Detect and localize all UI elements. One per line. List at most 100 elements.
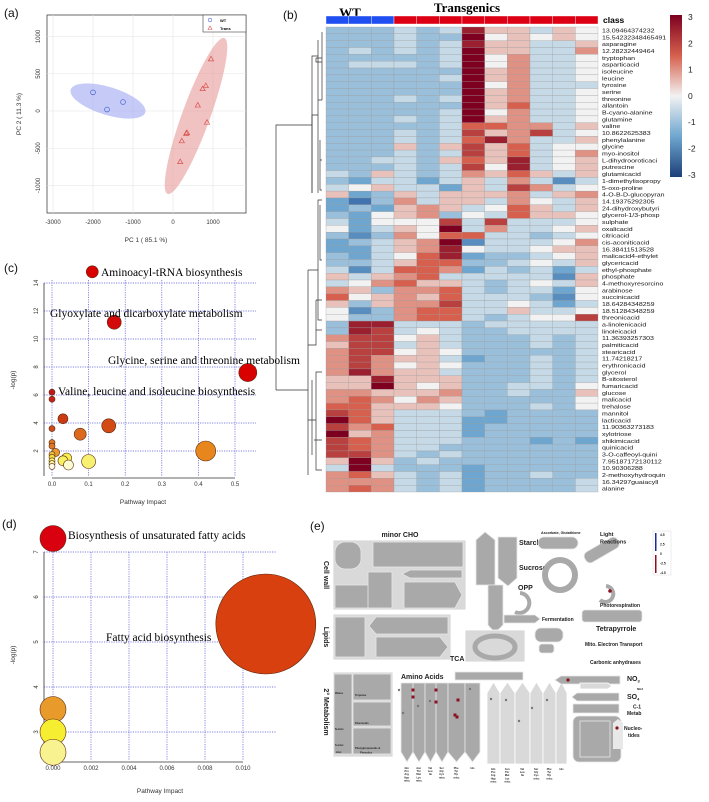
heatmap-cell xyxy=(552,129,576,137)
heatmap-cell xyxy=(393,443,417,452)
heatmap-cell xyxy=(371,54,395,62)
heatmap-cell xyxy=(461,61,485,69)
heatmap-cell xyxy=(507,437,531,445)
cell-wall-arrow xyxy=(401,569,463,579)
heatmap-cell xyxy=(575,485,599,493)
metabolite-marker xyxy=(504,698,508,702)
heatmap-cell xyxy=(416,197,440,205)
heatmap-cell xyxy=(484,95,508,103)
heatmap-cell xyxy=(461,266,485,274)
panel-d: (d) 0.000 0.002 0.004 0.006 0.008 0.01034567 … xyxy=(2,517,317,795)
x-tick-label: 0.3 xyxy=(158,482,167,488)
heatmap-cell xyxy=(484,334,508,342)
sucrose-label: Sucrose xyxy=(519,565,547,572)
amino-acid-degradation-column xyxy=(499,681,516,765)
y-tick-label: 6 xyxy=(34,393,40,397)
heatmap-row-label: xylotriose xyxy=(602,431,632,437)
nucleotides-arrow xyxy=(613,719,623,749)
heatmap-cell xyxy=(416,293,440,301)
heatmap-row-label: 3-O-caffeoyl-quini xyxy=(602,452,657,458)
x-tick-label: -3000 xyxy=(45,220,61,226)
calvin-cycle xyxy=(542,557,578,593)
heatmap-cell xyxy=(393,300,417,308)
heatmap-cell xyxy=(416,61,440,69)
heatmap-cell xyxy=(484,327,508,335)
heatmap-cell xyxy=(325,136,349,144)
heatmap-row-label: serine xyxy=(602,89,621,95)
heatmap-cell xyxy=(416,163,440,171)
heatmap-cell xyxy=(552,47,576,55)
heatmap-row-label: arabinose xyxy=(602,288,633,294)
heatmap-cell xyxy=(439,450,463,458)
heatmap-row-label: asparticacid xyxy=(602,62,640,68)
legend-box xyxy=(202,14,247,33)
heatmap-cell xyxy=(507,238,531,246)
heatmap-row-label: citricacid xyxy=(602,233,630,239)
heatmap-row-label: 12.28232449464 xyxy=(602,48,655,54)
heatmap-cell xyxy=(325,273,349,281)
heatmap-cell xyxy=(461,170,485,178)
amino-acid-columns: Gln Pro Arg Hyp misc Asn Thr Met Lys misc… xyxy=(397,681,568,783)
x-tick-label: 0 xyxy=(171,220,175,226)
heatmap-cell xyxy=(393,457,417,465)
heatmap-cell xyxy=(416,204,440,212)
amino-acid-column-label: Gln Pro Arg Hyp misc xyxy=(491,767,497,783)
y-tick-label: -1000 xyxy=(36,177,42,193)
heatmap-cell xyxy=(552,450,576,458)
label-unsaturated-fatty-acids: Biosynthesis of unsaturated fatty acids xyxy=(68,530,246,542)
heatmap-cell xyxy=(348,471,372,479)
heatmap-cell xyxy=(393,355,417,363)
heatmap-cell xyxy=(484,67,508,76)
heatmap-cell xyxy=(393,218,417,226)
light-label: Light xyxy=(600,532,614,538)
heatmap-cell xyxy=(393,74,417,82)
heatmap-cell xyxy=(507,341,531,349)
heatmap-cell xyxy=(325,396,349,404)
heatmap-cell xyxy=(461,293,485,301)
heatmap-row-label: B-sitosterol xyxy=(602,377,637,383)
heatmap-cell xyxy=(507,190,531,199)
heatmap-cell xyxy=(325,88,349,96)
heatmap-row-labels: 13.0946437423215.54232348465491asparagin… xyxy=(602,28,667,493)
heatmap-cell xyxy=(552,273,576,281)
heatmap-cell xyxy=(348,190,372,199)
heatmap-cell xyxy=(552,102,576,110)
cell-wall-label: Cell wall xyxy=(322,561,329,589)
heatmap-cell xyxy=(371,170,395,178)
pathway-bubble xyxy=(73,427,87,441)
heatmap-cell xyxy=(393,211,417,219)
heatmap-cell xyxy=(348,54,372,62)
y-tick-label: 5 xyxy=(34,640,40,644)
heatmap-cell xyxy=(393,423,417,431)
c1-shape xyxy=(572,703,620,714)
metabolite-marker xyxy=(428,699,432,703)
heatmap-cell xyxy=(439,88,463,96)
heatmap-cell xyxy=(484,33,508,41)
heatmap-cell xyxy=(484,266,508,274)
heatmap-cell xyxy=(552,423,576,431)
heatmap-cell xyxy=(529,95,553,103)
heatmap-cell xyxy=(325,177,349,185)
no3-marker xyxy=(566,678,570,682)
heatmap-cell xyxy=(371,149,395,158)
heatmap-cell xyxy=(325,149,349,158)
heatmap-cell xyxy=(529,61,553,69)
heatmap-cell xyxy=(416,348,440,356)
heatmap-cell xyxy=(371,218,395,226)
heatmap-cell xyxy=(325,402,349,411)
heatmap-cell xyxy=(575,279,599,288)
heatmap-cell xyxy=(325,143,349,151)
heatmap-cell xyxy=(529,368,553,376)
heatmap-cell xyxy=(552,122,576,130)
heatmap-cell xyxy=(439,149,463,158)
heatmap-cell xyxy=(529,122,553,130)
heatmap-cell xyxy=(439,334,463,342)
heatmap-cell xyxy=(484,382,508,390)
heatmap-cell xyxy=(439,382,463,390)
heatmap-cell xyxy=(552,259,576,267)
heatmap-cell xyxy=(371,382,395,390)
heatmap-cell xyxy=(575,33,599,41)
heatmap-row-label: stearicacid xyxy=(602,349,636,355)
heatmap-cell xyxy=(348,375,372,383)
heatmap-cell xyxy=(552,293,576,301)
